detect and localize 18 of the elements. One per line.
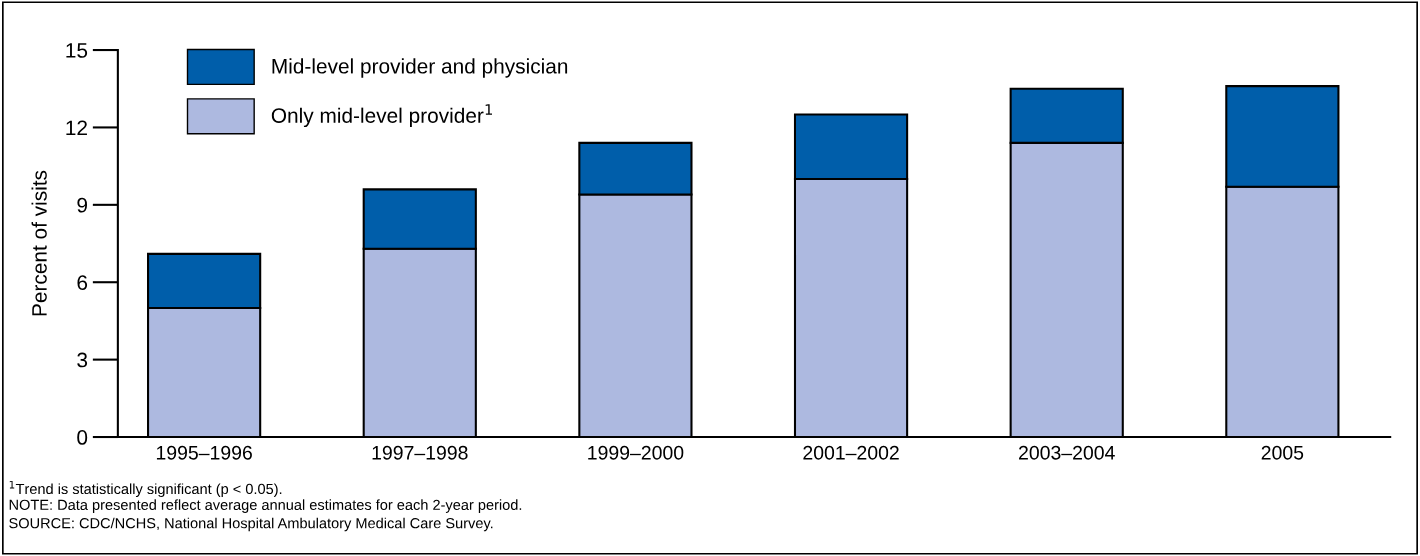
x-tick-label: 1995–1996 xyxy=(156,445,252,460)
y-tick-label: 9 xyxy=(77,197,88,213)
legend-label: Mid-level provider and physician xyxy=(272,58,568,78)
source-note: SOURCE: CDC/NCHS, National Hospital Ambulatory Medical Care Survey. xyxy=(9,517,493,532)
x-tick-label: 1999–2000 xyxy=(588,445,684,460)
y-tick-label: 6 xyxy=(77,275,88,290)
y-tick-label: 15 xyxy=(66,43,88,58)
legend-label: Only mid-level provider$^{1}$ xyxy=(271,104,492,128)
text: NOTE: Data presented reflect average annual estimates for each 2-year period. xyxy=(9,499,522,513)
y-axis-title: Percent of visits xyxy=(31,170,47,316)
y-tick-label: 12 xyxy=(66,120,87,135)
y-tick-label: 0 xyxy=(77,430,88,445)
x-tick-label: 1997–1998 xyxy=(372,445,468,460)
x-tick-label: 2005 xyxy=(1261,445,1304,460)
x-tick-label: 2003–2004 xyxy=(1019,445,1115,460)
x-tick-label: 2001–2002 xyxy=(803,445,899,460)
text: $^{1}$Trend is statistically significant (p < 0.05). xyxy=(9,480,282,497)
y-tick-label: 3 xyxy=(77,352,88,368)
